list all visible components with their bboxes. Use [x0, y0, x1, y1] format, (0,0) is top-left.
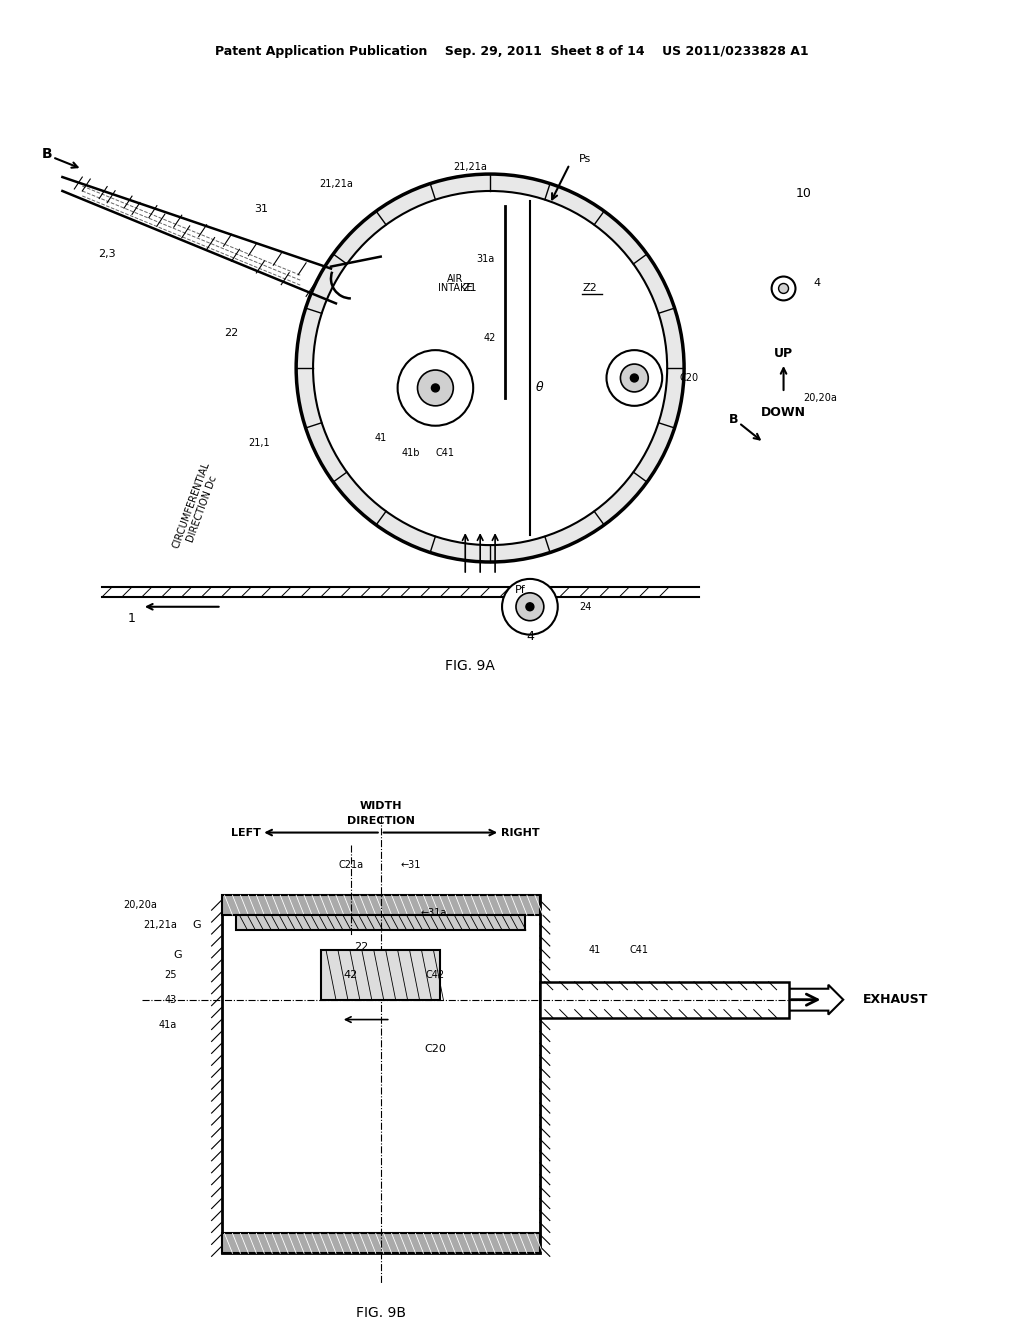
Circle shape — [502, 579, 558, 635]
FancyArrow shape — [788, 985, 843, 1015]
Text: Ps: Ps — [579, 154, 591, 164]
Text: DOWN: DOWN — [761, 407, 806, 420]
Text: B: B — [42, 147, 53, 161]
Text: ←31a: ←31a — [421, 908, 446, 919]
Circle shape — [778, 284, 788, 293]
Text: RIGHT: RIGHT — [501, 828, 540, 838]
Text: Z1: Z1 — [463, 284, 477, 293]
Text: 21,21a: 21,21a — [454, 162, 487, 172]
Text: θ: θ — [536, 381, 544, 395]
Text: 20,20a: 20,20a — [123, 900, 157, 911]
Bar — [221, 1233, 540, 1253]
Text: 31: 31 — [254, 203, 268, 214]
Text: 31a: 31a — [476, 253, 495, 264]
Text: INTAKE: INTAKE — [438, 284, 472, 293]
Text: 41a: 41a — [159, 1019, 177, 1030]
Circle shape — [313, 191, 668, 545]
Text: Patent Application Publication    Sep. 29, 2011  Sheet 8 of 14    US 2011/023382: Patent Application Publication Sep. 29, … — [215, 45, 809, 58]
Bar — [321, 950, 440, 999]
Text: AIR: AIR — [447, 273, 464, 284]
Circle shape — [296, 174, 684, 562]
Text: EXHAUST: EXHAUST — [863, 993, 929, 1006]
Text: 2,3: 2,3 — [98, 248, 116, 259]
Text: 21,21a: 21,21a — [143, 920, 177, 931]
Text: 22: 22 — [224, 329, 239, 338]
Text: 20,20a: 20,20a — [804, 393, 838, 403]
Text: 25: 25 — [164, 970, 177, 979]
Text: 24: 24 — [580, 602, 592, 611]
Text: 1: 1 — [128, 612, 136, 626]
Text: C41: C41 — [630, 945, 649, 954]
Text: FIG. 9A: FIG. 9A — [445, 660, 496, 673]
Text: 21,1: 21,1 — [249, 438, 270, 447]
Text: LEFT: LEFT — [231, 828, 261, 838]
Text: ←31: ←31 — [400, 861, 421, 870]
Bar — [221, 895, 540, 915]
Circle shape — [418, 370, 454, 405]
Text: 10: 10 — [796, 187, 811, 201]
Circle shape — [772, 276, 796, 301]
Bar — [237, 915, 525, 931]
Text: 21,21a: 21,21a — [319, 180, 353, 189]
Circle shape — [526, 603, 534, 611]
Text: FIG. 9B: FIG. 9B — [355, 1305, 406, 1320]
Circle shape — [606, 350, 663, 405]
Bar — [221, 895, 540, 1253]
Text: 4: 4 — [526, 630, 534, 643]
Text: UP: UP — [774, 347, 794, 359]
Text: C20: C20 — [425, 1044, 446, 1055]
Circle shape — [631, 374, 638, 381]
Text: C20: C20 — [679, 374, 698, 383]
Circle shape — [397, 350, 473, 426]
Text: C42: C42 — [426, 970, 445, 979]
Text: G: G — [193, 920, 201, 931]
Text: B: B — [729, 413, 738, 426]
Text: CIRCUMFERENTIAL
DIRECTION Dc: CIRCUMFERENTIAL DIRECTION Dc — [171, 461, 222, 554]
Text: DIRECTION: DIRECTION — [347, 816, 415, 825]
Text: WIDTH: WIDTH — [359, 801, 402, 810]
Text: C41: C41 — [436, 447, 455, 458]
Bar — [540, 982, 788, 1018]
Text: G: G — [173, 950, 182, 960]
Text: 4: 4 — [813, 279, 820, 289]
Circle shape — [516, 593, 544, 620]
Text: Pf: Pf — [515, 585, 525, 595]
Circle shape — [431, 384, 439, 392]
Text: 22: 22 — [353, 942, 368, 952]
Text: 43: 43 — [165, 995, 177, 1005]
Text: 41b: 41b — [401, 447, 420, 458]
Text: 42: 42 — [484, 333, 497, 343]
Text: 42: 42 — [344, 970, 358, 979]
Circle shape — [621, 364, 648, 392]
Text: 41: 41 — [375, 433, 387, 442]
Text: 41: 41 — [589, 945, 601, 954]
Text: C21a: C21a — [338, 861, 364, 870]
Text: Z2: Z2 — [583, 284, 597, 293]
